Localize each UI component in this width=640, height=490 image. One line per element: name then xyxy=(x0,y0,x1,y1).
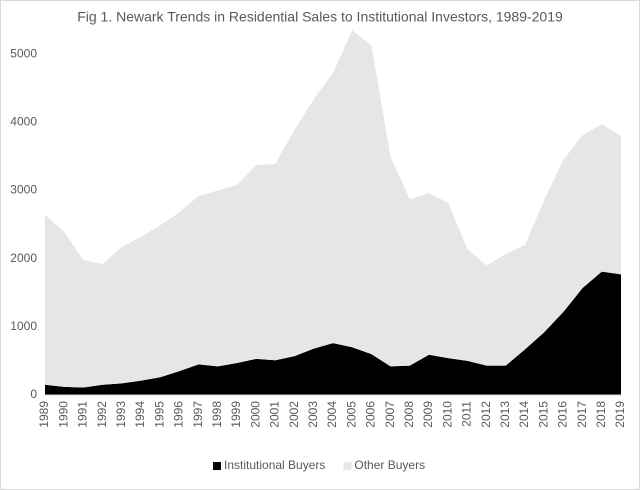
area xyxy=(45,30,621,388)
x-tick-label: 1996 xyxy=(172,401,186,428)
area xyxy=(45,271,621,395)
x-tick-label: 2006 xyxy=(364,401,378,428)
y-tick-label: 2000 xyxy=(10,251,37,265)
x-tick-label: 2005 xyxy=(344,401,358,428)
x-tick-label: 2002 xyxy=(287,401,301,428)
x-tick-label: 1995 xyxy=(152,401,166,428)
legend-swatch xyxy=(343,462,352,470)
y-tick-label: 4000 xyxy=(10,114,37,128)
y-tick-label: 1000 xyxy=(10,319,37,333)
x-tick-label: 2018 xyxy=(594,401,608,428)
x-tick-label: 1994 xyxy=(133,401,147,428)
x-tick-label: 2008 xyxy=(402,401,416,428)
x-tick-label: 2001 xyxy=(268,401,282,428)
x-tick-label: 2014 xyxy=(517,401,531,428)
x-tick-label: 2011 xyxy=(460,401,474,427)
x-tick-label: 1989 xyxy=(37,401,51,428)
x-tick-label: 2017 xyxy=(575,401,589,428)
x-tick-label: 2007 xyxy=(383,401,397,428)
legend-swatch xyxy=(213,462,221,470)
x-tick-label: 1990 xyxy=(56,401,70,428)
y-tick-label: 5000 xyxy=(10,46,37,60)
x-tick-label: 1992 xyxy=(95,401,109,428)
x-tick-label: 2013 xyxy=(498,401,512,428)
x-tick-label: 1998 xyxy=(210,401,224,428)
x-tick-label: 2015 xyxy=(536,401,550,428)
x-tick-label: 2010 xyxy=(440,401,454,428)
x-tick-label: 1991 xyxy=(76,401,90,428)
y-tick-label: 0 xyxy=(30,387,37,401)
x-tick-label: 1999 xyxy=(229,401,243,428)
x-tick-label: 2004 xyxy=(325,401,339,428)
x-tick-label: 2009 xyxy=(421,401,435,428)
x-tick-label: 1997 xyxy=(191,401,205,428)
chart-title: Fig 1. Newark Trends in Residential Sale… xyxy=(77,9,563,25)
y-tick-label: 3000 xyxy=(10,183,37,197)
x-tick-label: 2016 xyxy=(556,401,570,428)
x-tick-label: 2012 xyxy=(479,401,493,428)
legend-label: Other Buyers xyxy=(354,458,425,472)
x-tick-label: 2000 xyxy=(248,401,262,428)
x-tick-label: 2019 xyxy=(613,401,627,428)
x-tick-label: 2003 xyxy=(306,401,320,428)
legend-label: Institutional Buyers xyxy=(224,458,325,472)
x-tick-label: 1993 xyxy=(114,401,128,428)
